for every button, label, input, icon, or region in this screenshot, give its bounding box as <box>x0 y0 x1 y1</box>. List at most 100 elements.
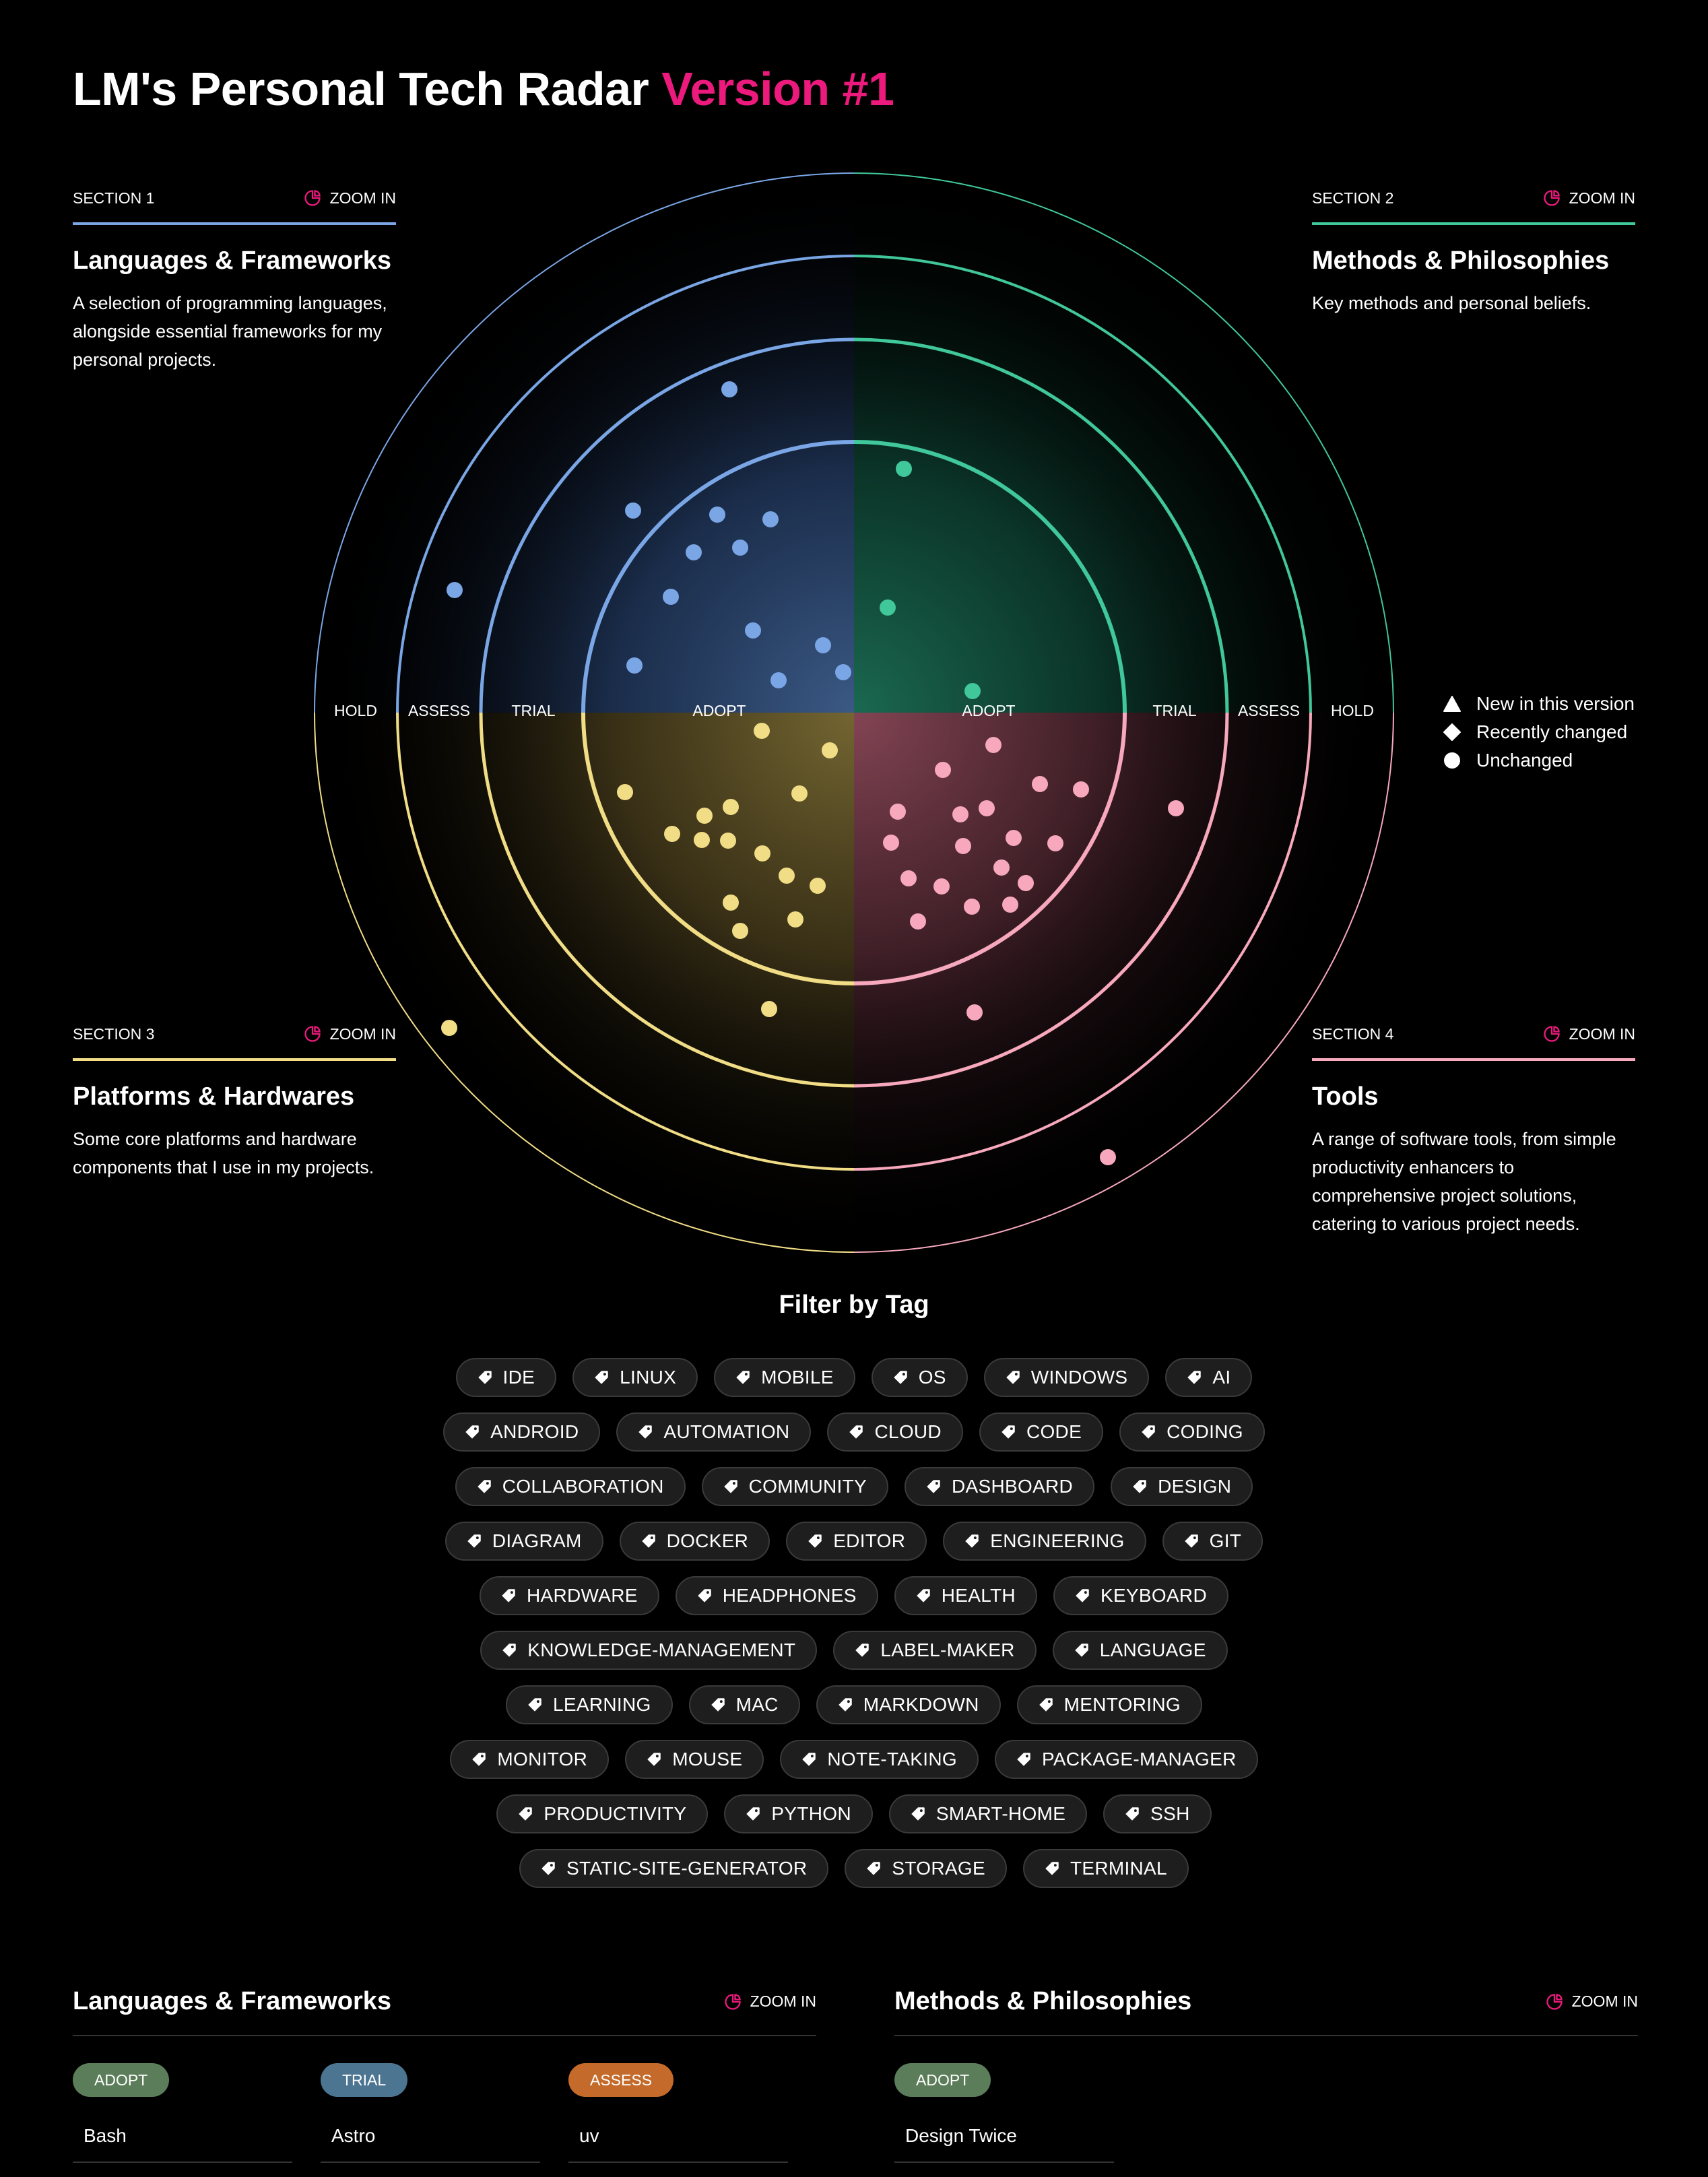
radar-blip-platforms[interactable] <box>761 1001 777 1017</box>
tag-button-docker[interactable]: DOCKER <box>619 1522 770 1561</box>
radar-blip-platforms[interactable] <box>732 923 748 939</box>
radar-blip-tools[interactable] <box>933 878 950 895</box>
tag-button-knowledge-management[interactable]: KNOWLEDGE-MANAGEMENT <box>480 1631 818 1670</box>
radar-blip-tools[interactable] <box>1047 835 1063 851</box>
zoom-in-button[interactable]: ZOOM IN <box>1545 1992 1638 2011</box>
radar-blip-tools[interactable] <box>1018 875 1034 891</box>
radar-blip-tools[interactable] <box>935 762 951 778</box>
tag-button-ai[interactable]: AI <box>1165 1358 1253 1397</box>
list-item[interactable]: Bash <box>73 2125 292 2163</box>
radar-blip-languages[interactable] <box>835 664 851 680</box>
radar-blip-platforms[interactable] <box>664 826 680 842</box>
tag-button-ssh[interactable]: SSH <box>1103 1794 1212 1833</box>
radar-blip-tools[interactable] <box>979 800 995 816</box>
list-item[interactable]: uv <box>568 2125 788 2163</box>
tag-button-monitor[interactable]: MONITOR <box>450 1740 610 1779</box>
radar-blip-tools[interactable] <box>890 804 906 820</box>
radar-blip-platforms[interactable] <box>723 799 739 815</box>
radar-blip-platforms[interactable] <box>694 832 710 848</box>
tag-button-design[interactable]: DESIGN <box>1111 1467 1253 1506</box>
radar-blip-languages[interactable] <box>686 544 702 560</box>
tag-button-linux[interactable]: LINUX <box>572 1358 698 1397</box>
radar-blip-platforms[interactable] <box>723 895 739 911</box>
tag-button-hardware[interactable]: HARDWARE <box>480 1576 659 1615</box>
radar-blip-languages[interactable] <box>709 507 725 523</box>
radar-blip-tools[interactable] <box>985 737 1001 753</box>
radar-blip-tools[interactable] <box>1032 776 1048 792</box>
radar-blip-languages[interactable] <box>732 540 748 556</box>
tag-button-markdown[interactable]: MARKDOWN <box>816 1685 1001 1724</box>
tag-button-mentoring[interactable]: MENTORING <box>1016 1685 1202 1724</box>
tag-button-health[interactable]: HEALTH <box>894 1576 1037 1615</box>
zoom-in-button[interactable]: ZOOM IN <box>723 1992 816 2011</box>
tag-button-learning[interactable]: LEARNING <box>506 1685 673 1724</box>
tag-button-keyboard[interactable]: KEYBOARD <box>1053 1576 1228 1615</box>
list-item[interactable]: Design Twice <box>894 2125 1114 2163</box>
tag-button-community[interactable]: COMMUNITY <box>701 1467 889 1506</box>
tag-button-git[interactable]: GIT <box>1162 1522 1263 1561</box>
zoom-in-button[interactable]: ZOOM IN <box>303 189 396 207</box>
list-item[interactable]: Astro <box>321 2125 540 2163</box>
tag-button-mouse[interactable]: MOUSE <box>625 1740 764 1779</box>
tag-button-collaboration[interactable]: COLLABORATION <box>455 1467 686 1506</box>
radar-blip-languages[interactable] <box>625 502 641 519</box>
radar-blip-languages[interactable] <box>762 511 779 527</box>
tag-button-windows[interactable]: WINDOWS <box>983 1358 1150 1397</box>
radar-blip-languages[interactable] <box>745 622 761 639</box>
tag-button-productivity[interactable]: PRODUCTIVITY <box>496 1794 709 1833</box>
tag-button-package-manager[interactable]: PACKAGE-MANAGER <box>994 1740 1258 1779</box>
tag-button-ide[interactable]: IDE <box>455 1358 557 1397</box>
tag-button-python[interactable]: PYTHON <box>724 1794 873 1833</box>
radar-blip-platforms[interactable] <box>754 845 770 862</box>
tag-button-smart-home[interactable]: SMART-HOME <box>888 1794 1088 1833</box>
tag-button-automation[interactable]: AUTOMATION <box>616 1412 812 1452</box>
radar-blip-platforms[interactable] <box>779 868 795 884</box>
tag-button-storage[interactable]: STORAGE <box>845 1849 1007 1888</box>
radar-blip-platforms[interactable] <box>810 878 826 894</box>
tag-button-headphones[interactable]: HEADPHONES <box>675 1576 878 1615</box>
zoom-in-button[interactable]: ZOOM IN <box>303 1025 396 1043</box>
tag-button-mac[interactable]: MAC <box>688 1685 800 1724</box>
radar-blip-tools[interactable] <box>952 806 968 822</box>
zoom-in-button[interactable]: ZOOM IN <box>1542 189 1635 207</box>
radar-blip-languages[interactable] <box>770 672 787 688</box>
radar-blip-tools[interactable] <box>993 859 1010 876</box>
radar-blip-languages[interactable] <box>447 582 463 598</box>
radar-blip-languages[interactable] <box>815 637 831 653</box>
radar-blip-tools[interactable] <box>964 899 980 915</box>
tag-button-note-taking[interactable]: NOTE-TAKING <box>780 1740 979 1779</box>
tag-button-cloud[interactable]: CLOUD <box>827 1412 963 1452</box>
tag-button-editor[interactable]: EDITOR <box>786 1522 927 1561</box>
tag-button-engineering[interactable]: ENGINEERING <box>943 1522 1146 1561</box>
radar-blip-methods[interactable] <box>880 599 896 616</box>
tag-button-mobile[interactable]: MOBILE <box>714 1358 855 1397</box>
radar-blip-methods[interactable] <box>896 461 912 477</box>
tag-button-code[interactable]: CODE <box>979 1412 1104 1452</box>
radar-blip-tools[interactable] <box>1073 781 1089 798</box>
tag-button-dashboard[interactable]: DASHBOARD <box>905 1467 1095 1506</box>
tag-button-language[interactable]: LANGUAGE <box>1052 1631 1228 1670</box>
radar-blip-platforms[interactable] <box>720 833 736 849</box>
radar-blip-platforms[interactable] <box>791 785 808 802</box>
radar-blip-platforms[interactable] <box>617 784 633 800</box>
radar-blip-methods[interactable] <box>964 683 981 699</box>
radar-blip-platforms[interactable] <box>696 808 713 824</box>
radar-blip-languages[interactable] <box>626 657 643 674</box>
radar-blip-platforms[interactable] <box>822 742 838 758</box>
radar-blip-tools[interactable] <box>910 913 926 930</box>
radar-blip-tools[interactable] <box>955 838 971 854</box>
tag-button-diagram[interactable]: DIAGRAM <box>445 1522 603 1561</box>
tag-button-static-site-generator[interactable]: STATIC-SITE-GENERATOR <box>519 1849 829 1888</box>
radar-blip-tools[interactable] <box>1100 1149 1116 1165</box>
radar-blip-tools[interactable] <box>1002 897 1018 913</box>
tag-button-terminal[interactable]: TERMINAL <box>1022 1849 1189 1888</box>
radar-blip-tools[interactable] <box>1006 830 1022 846</box>
radar-blip-tools[interactable] <box>883 835 899 851</box>
radar-blip-tools[interactable] <box>900 870 917 886</box>
radar-blip-platforms[interactable] <box>441 1020 457 1036</box>
radar-blip-languages[interactable] <box>663 589 679 605</box>
radar-blip-tools[interactable] <box>1168 800 1184 816</box>
radar-blip-tools[interactable] <box>966 1004 983 1020</box>
radar-blip-languages[interactable] <box>721 381 737 397</box>
tag-button-android[interactable]: ANDROID <box>443 1412 601 1452</box>
